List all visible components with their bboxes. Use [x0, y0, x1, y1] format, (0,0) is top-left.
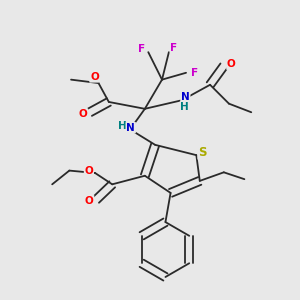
Text: O: O	[227, 59, 236, 69]
Text: H: H	[118, 121, 127, 131]
Text: O: O	[85, 166, 93, 176]
Text: F: F	[191, 68, 198, 78]
Text: O: O	[90, 72, 99, 82]
Text: F: F	[170, 43, 178, 53]
Text: O: O	[79, 109, 87, 119]
Text: N: N	[126, 123, 135, 133]
Text: F: F	[138, 44, 145, 54]
Text: H: H	[180, 102, 189, 112]
Text: O: O	[85, 196, 94, 206]
Text: N: N	[181, 92, 190, 103]
Text: S: S	[198, 146, 207, 159]
